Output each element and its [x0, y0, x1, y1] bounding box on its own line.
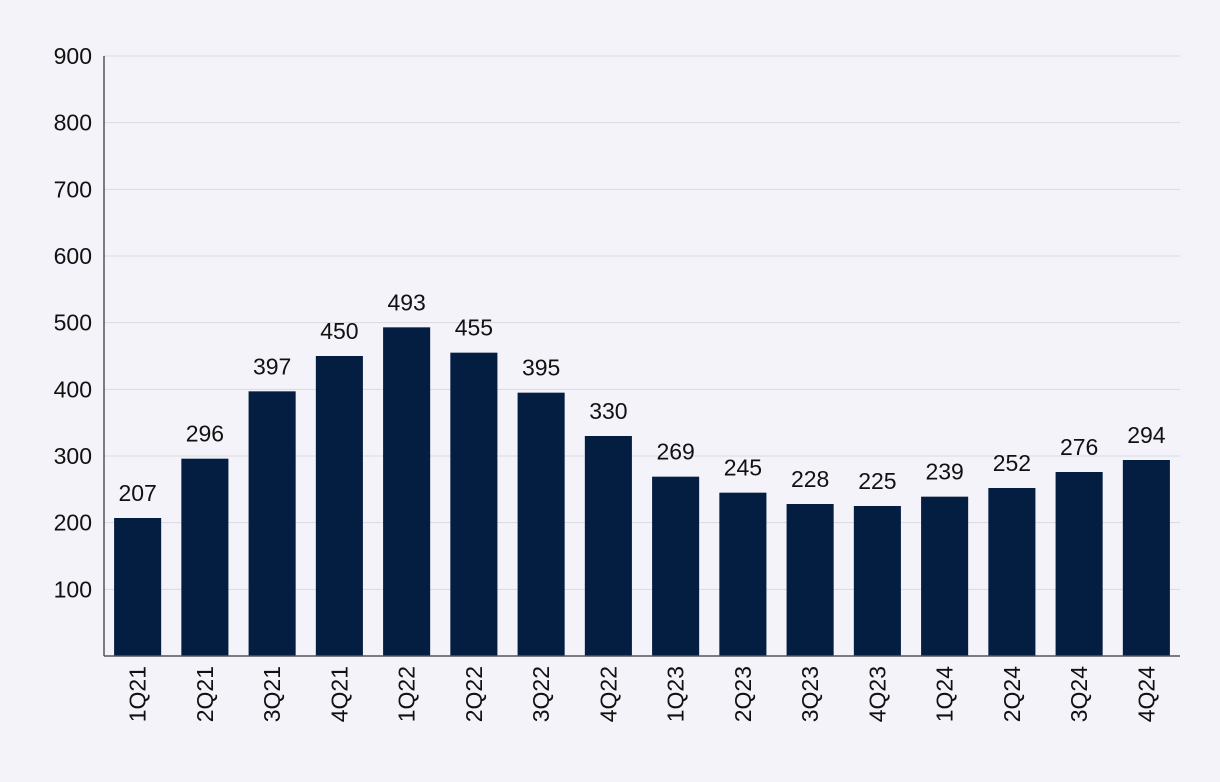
- y-tick-label: 100: [54, 576, 92, 602]
- data-label: 245: [724, 455, 762, 481]
- x-tick-label: 1Q21: [125, 666, 151, 722]
- x-tick-label: 1Q22: [394, 666, 420, 722]
- data-label: 225: [858, 468, 896, 494]
- x-tick-label: 3Q23: [797, 666, 823, 722]
- x-tick-label: 2Q24: [999, 666, 1025, 722]
- data-label: 228: [791, 466, 829, 492]
- data-label: 450: [320, 318, 358, 344]
- bar-1q22: [383, 327, 431, 656]
- x-tick-label: 2Q23: [730, 666, 756, 722]
- y-tick-label: 600: [54, 243, 92, 269]
- bars: [114, 327, 1170, 656]
- bar-1q23: [652, 476, 700, 656]
- data-label: 207: [118, 480, 156, 506]
- x-tick-label: 3Q22: [528, 666, 554, 722]
- bar-4q22: [584, 436, 632, 656]
- data-label: 395: [522, 355, 560, 381]
- bar-4q24: [1122, 460, 1170, 656]
- data-label: 330: [589, 398, 627, 424]
- bar-2q24: [988, 488, 1036, 656]
- x-axis-ticks: 1Q21 2Q21 3Q21 4Q21 1Q22 2Q22 3Q22 4Q22 1Q23 2Q23…: [125, 666, 1160, 722]
- bar-3q23: [786, 504, 834, 656]
- data-label: 276: [1060, 434, 1098, 460]
- bar-4q21: [315, 356, 363, 656]
- x-tick-label: 1Q23: [663, 666, 689, 722]
- data-labels: 207 296 397 450 493 455 395 330 269 245 228 225 239 2…: [118, 289, 1165, 506]
- data-label: 239: [925, 459, 963, 485]
- y-tick-label: 900: [54, 43, 92, 69]
- y-tick-label: 400: [54, 376, 92, 402]
- x-tick-label: 2Q21: [192, 666, 218, 722]
- x-tick-label: 1Q24: [932, 666, 958, 722]
- y-axis-ticks: 100 200 300 400 500 600 700 800 900: [54, 43, 92, 602]
- y-tick-label: 700: [54, 176, 92, 202]
- bar-3q21: [248, 391, 296, 656]
- bar-3q22: [517, 392, 565, 656]
- x-tick-label: 4Q21: [326, 666, 352, 722]
- bar-4q23: [853, 506, 901, 656]
- data-label: 252: [993, 450, 1031, 476]
- data-label: 397: [253, 353, 291, 379]
- x-tick-label: 3Q21: [259, 666, 285, 722]
- data-label: 294: [1127, 422, 1166, 448]
- x-tick-label: 4Q23: [864, 666, 890, 722]
- y-tick-label: 500: [54, 310, 92, 336]
- bar-1q21: [114, 518, 162, 656]
- data-label: 455: [455, 315, 493, 341]
- y-tick-label: 200: [54, 510, 92, 536]
- bar-2q21: [181, 458, 229, 656]
- y-tick-label: 300: [54, 443, 92, 469]
- bar-2q23: [719, 492, 767, 656]
- bar-1q24: [921, 496, 969, 656]
- x-tick-label: 4Q24: [1133, 666, 1159, 722]
- data-label: 296: [186, 421, 224, 447]
- bar-3q24: [1055, 472, 1103, 656]
- bar-2q22: [450, 352, 498, 656]
- data-label: 493: [387, 289, 425, 315]
- data-label: 269: [656, 439, 694, 465]
- y-tick-label: 800: [54, 110, 92, 136]
- x-tick-label: 4Q22: [595, 666, 621, 722]
- x-tick-label: 2Q22: [461, 666, 487, 722]
- x-tick-label: 3Q24: [1066, 666, 1092, 722]
